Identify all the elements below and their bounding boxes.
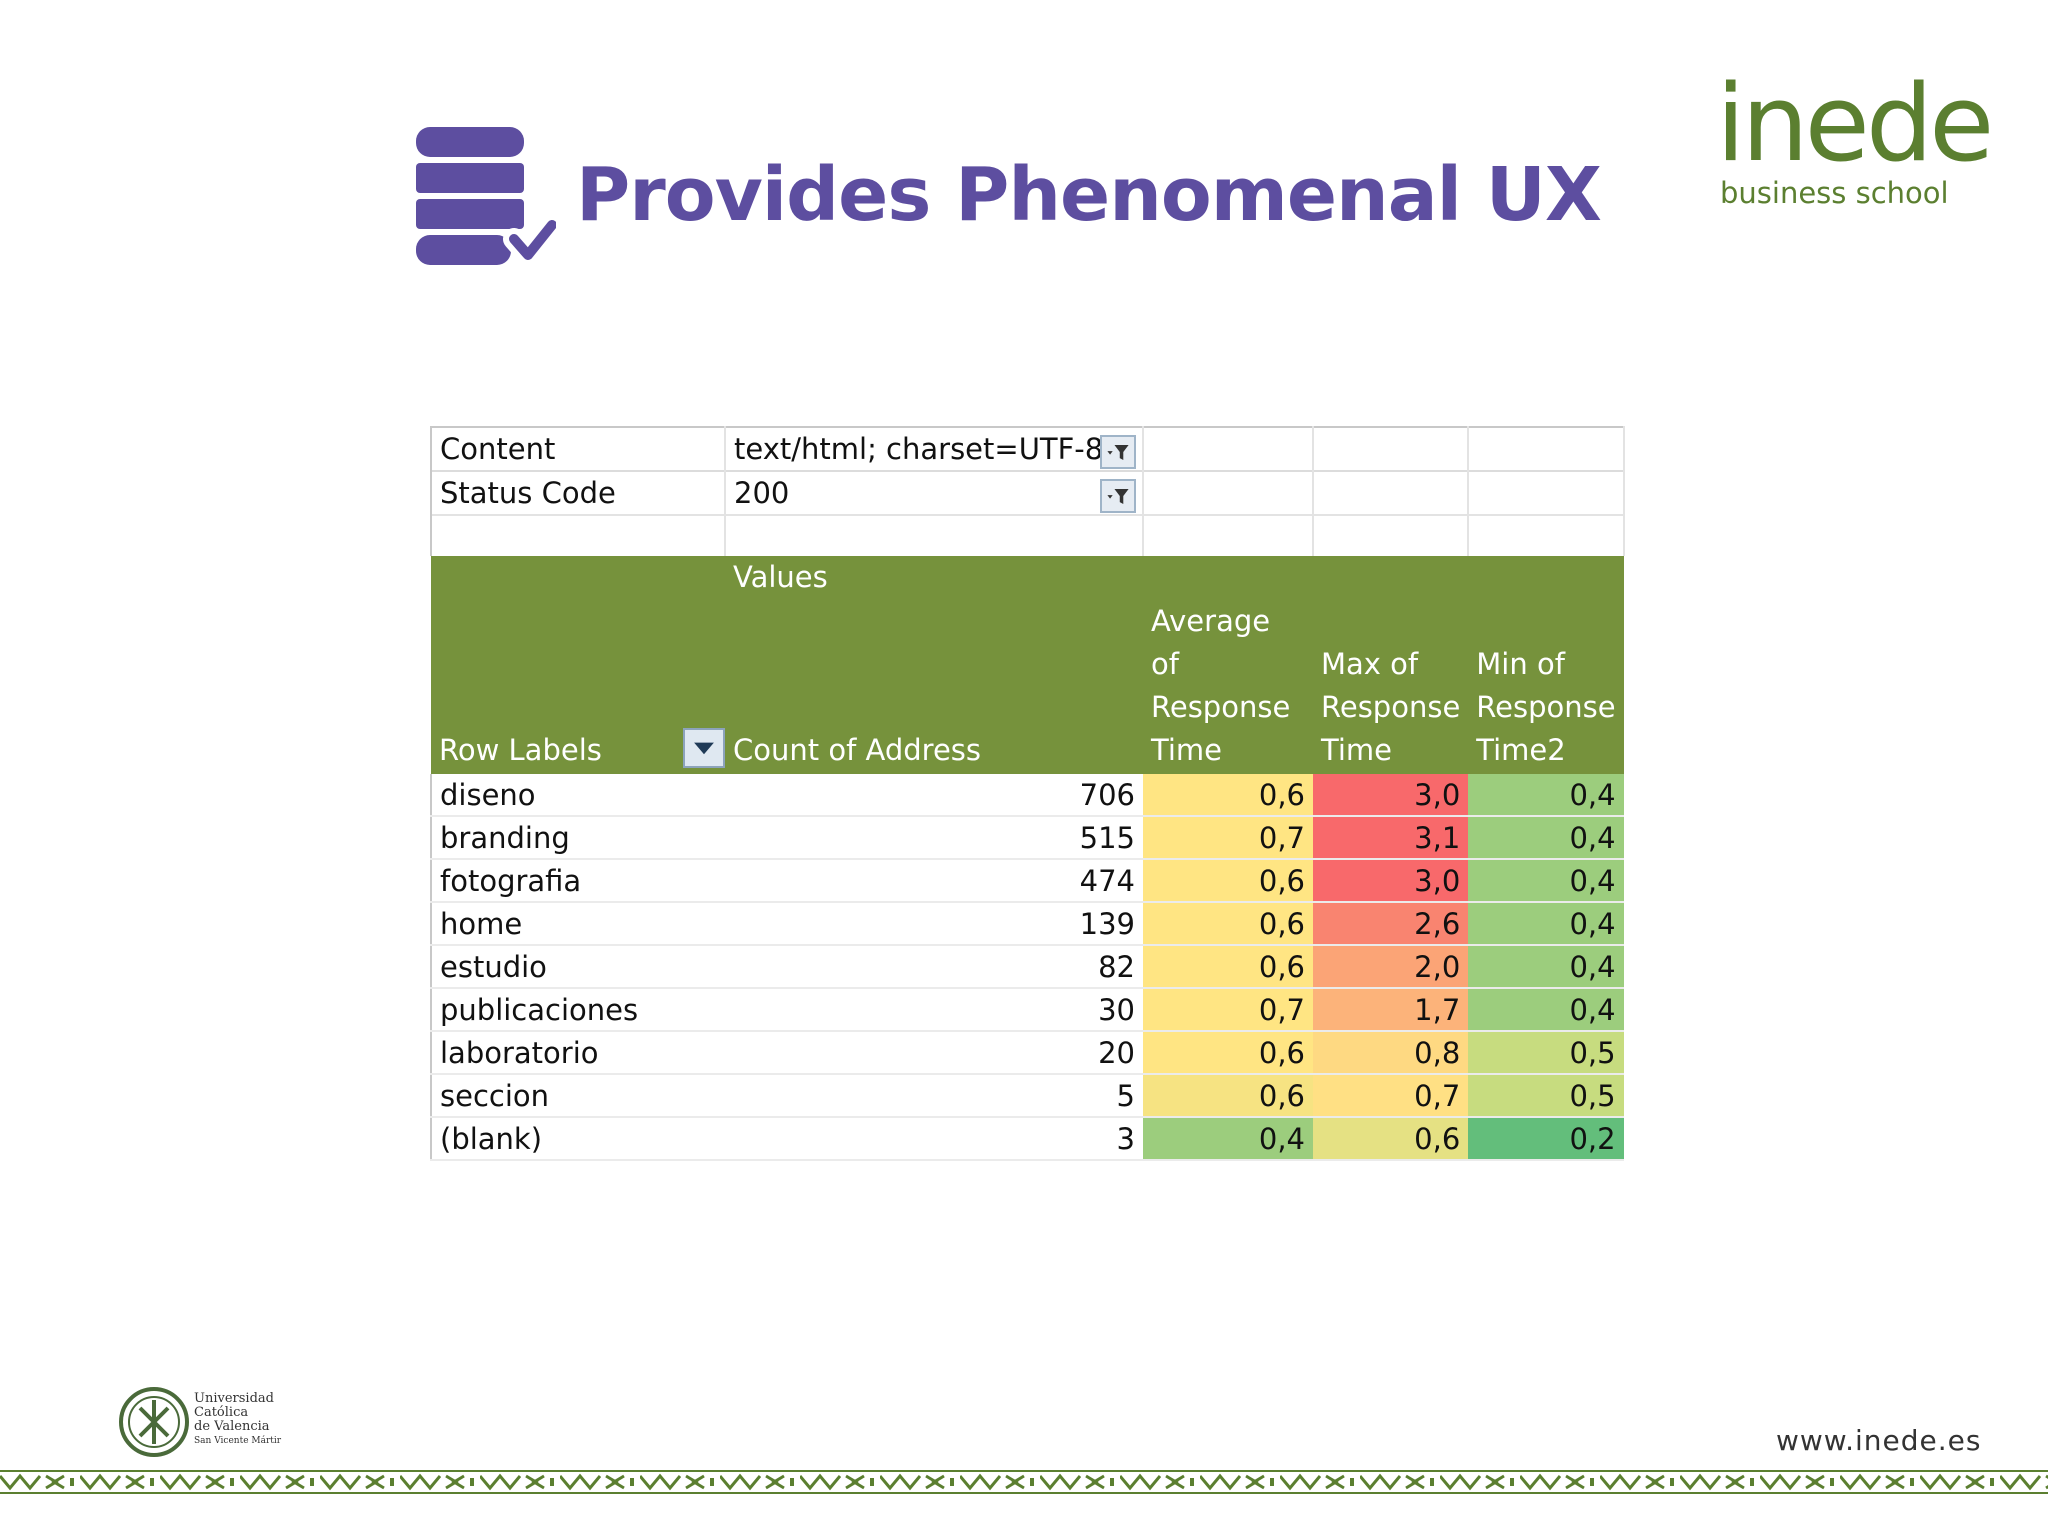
count-cell: 3 [725,1117,1143,1161]
avg-cell: 0,4 [1143,1117,1313,1161]
row-label: diseno [430,774,725,817]
filter-value: 200 [734,476,790,510]
pivot-body: diseno 706 0,6 3,0 0,4 branding 515 0,7 3,1 0,4 fo… [430,774,1624,1161]
min-cell: 0,4 [1468,902,1624,946]
count-cell: 5 [725,1074,1143,1118]
row-label: publicaciones [430,988,725,1032]
row-label: home [430,902,725,946]
university-seal: Universidad Católica de Valencia San Vic… [118,1386,288,1458]
min-cell: 0,4 [1468,774,1624,817]
table-row: (blank) 3 0,4 0,6 0,2 [430,1117,1624,1161]
row-label: fotografia [430,859,725,903]
min-cell: 0,4 [1468,945,1624,989]
count-cell: 515 [725,816,1143,860]
website-url[interactable]: www.inede.es [1776,1424,1982,1457]
table-row: estudio 82 0,6 2,0 0,4 [430,945,1624,989]
count-cell: 30 [725,988,1143,1032]
column-header: Min of Response Time2 [1468,600,1624,774]
row-label: estudio [430,945,725,989]
page-title: Provides Phenomenal UX [576,152,1602,238]
max-cell: 3,0 [1313,859,1469,903]
database-check-icon [416,127,556,266]
max-cell: 0,6 [1313,1117,1469,1161]
count-cell: 706 [725,774,1143,817]
avg-cell: 0,6 [1143,1074,1313,1118]
count-cell: 139 [725,902,1143,946]
avg-cell: 0,7 [1143,988,1313,1032]
values-label: Values [725,556,1143,600]
max-cell: 0,7 [1313,1074,1469,1118]
filter-value-cell: 200 [725,470,1144,515]
table-row: publicaciones 30 0,7 1,7 0,4 [430,988,1624,1032]
table-row: fotografia 474 0,6 3,0 0,4 [430,859,1624,903]
column-header: Max of Response Time [1313,600,1469,774]
avg-cell: 0,6 [1143,859,1313,903]
table-row: diseno 706 0,6 3,0 0,4 [430,774,1624,817]
filter-label: Status Code [430,470,726,515]
row-labels-header-cell: Row Labels [431,600,725,774]
table-row: branding 515 0,7 3,1 0,4 [430,816,1624,860]
row-label: laboratorio [430,1031,725,1075]
spacer-row [430,514,1625,556]
max-cell: 0,8 [1313,1031,1469,1075]
min-cell: 0,5 [1468,1074,1624,1118]
university-seal-icon [119,1387,189,1457]
filter-row-content: Content text/html; charset=UTF-8 [430,426,1625,471]
min-cell: 0,4 [1468,988,1624,1032]
filter-row-status: Status Code 200 [430,470,1625,515]
avg-cell: 0,6 [1143,1031,1313,1075]
max-cell: 1,7 [1313,988,1469,1032]
decorative-border [0,1470,2048,1494]
inede-logo: inede business school [1716,62,1994,211]
filter-value-cell: text/html; charset=UTF-8 [725,426,1144,471]
university-name: Universidad Católica de Valencia San Vic… [194,1391,282,1447]
count-cell: 20 [725,1031,1143,1075]
max-cell: 2,6 [1313,902,1469,946]
filter-label: Content [430,426,726,471]
avg-cell: 0,7 [1143,816,1313,860]
row-labels-dropdown[interactable] [683,728,725,768]
min-cell: 0,2 [1468,1117,1624,1161]
logo-word: inede [1716,62,1994,185]
max-cell: 3,0 [1313,774,1469,817]
row-label: seccion [430,1074,725,1118]
row-label: (blank) [430,1117,725,1161]
filter-value: text/html; charset=UTF-8 [734,432,1104,466]
column-header: Count of Address [725,600,1143,774]
max-cell: 2,0 [1313,945,1469,989]
filter-icon [1107,488,1129,504]
min-cell: 0,4 [1468,816,1624,860]
column-header-row: Row Labels Count of Address Average of R… [431,600,1624,774]
values-header-row: Values [431,556,1624,600]
table-row: home 139 0,6 2,6 0,4 [430,902,1624,946]
count-cell: 82 [725,945,1143,989]
logo-subtitle: business school [1720,176,1949,210]
max-cell: 3,1 [1313,816,1469,860]
filter-button[interactable] [1100,435,1136,469]
row-label: branding [430,816,725,860]
avg-cell: 0,6 [1143,774,1313,817]
count-cell: 474 [725,859,1143,903]
row-labels-header: Row Labels [439,733,602,767]
avg-cell: 0,6 [1143,945,1313,989]
min-cell: 0,4 [1468,859,1624,903]
filter-icon [1107,444,1129,460]
column-header: Average of Response Time [1143,600,1313,774]
min-cell: 0,5 [1468,1031,1624,1075]
pivot-table: Content text/html; charset=UTF-8 Status … [430,426,1625,1161]
filter-button[interactable] [1100,479,1136,513]
avg-cell: 0,6 [1143,902,1313,946]
table-row: seccion 5 0,6 0,7 0,5 [430,1074,1624,1118]
table-row: laboratorio 20 0,6 0,8 0,5 [430,1031,1624,1075]
chevron-down-icon [694,742,714,755]
